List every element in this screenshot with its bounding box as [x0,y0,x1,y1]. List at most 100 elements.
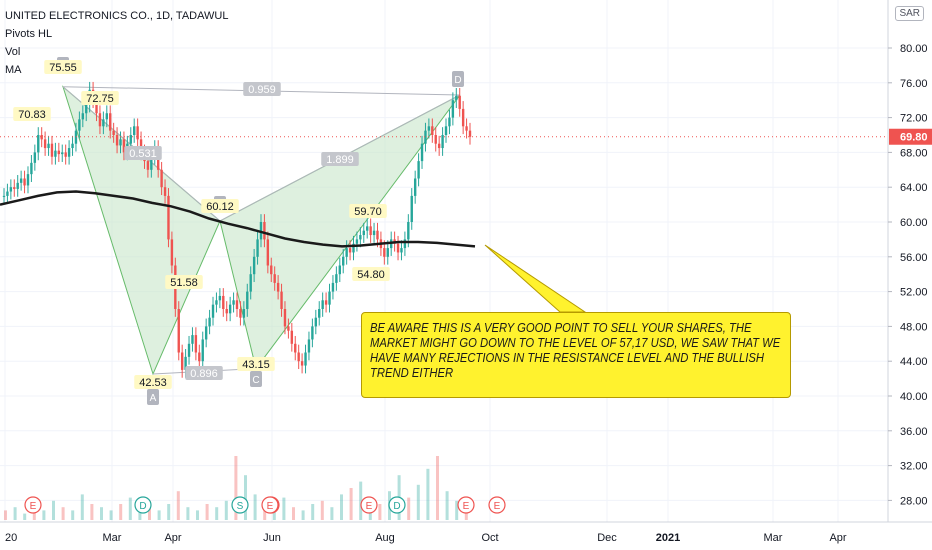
candle-body [376,230,379,240]
volume-bar [464,507,468,520]
candle-body [335,274,338,283]
candle-body [434,135,437,144]
candle-body [30,162,33,175]
volume-bar [205,504,209,520]
time-tick-label: Mar [764,532,783,544]
candle-body [160,169,163,188]
candle-body [215,300,218,305]
candle-body [400,248,403,253]
point-b-price-box [201,199,239,213]
candle-body [43,139,47,149]
candle-body [407,222,410,240]
time-tick-label: Aug [375,532,395,544]
candle-body [342,256,345,266]
candle-body [369,226,372,236]
volume-bar [301,510,305,520]
candle-body [9,187,13,192]
volume-bars [4,456,468,520]
pivot-label: 59.70 [354,206,382,218]
point-b-price: 60.12 [206,201,234,213]
volume-bar [455,500,459,520]
volume-bar [167,504,171,520]
price-tick-label: 48.00 [900,321,928,333]
candle-body [437,143,441,149]
price-tick-label: 28.00 [900,495,928,507]
candle-body [348,248,352,253]
volume-bar [253,494,257,520]
indicator-ma[interactable]: MA [5,64,22,76]
candle-body [232,300,235,305]
volume-bar [234,456,238,520]
pivot-label-box [352,267,390,281]
candle-body [331,282,335,292]
event-marker-label: D [393,501,400,512]
volume-bar [292,507,295,520]
pattern-labels: 0.5310.9590.8961.899X75.55A42.53B60.12C4… [13,57,587,405]
candle-body [204,326,208,340]
volume-bar [282,497,286,520]
candle-body [451,100,455,118]
point-a-letter: A [150,393,157,404]
event-marker-label: E [366,501,373,512]
candle-body [180,352,184,370]
indicator-pivots[interactable]: Pivots HL [5,28,53,40]
candle-body [420,143,424,162]
indicator-vol[interactable]: Vol [5,46,21,58]
candle-body [33,152,37,163]
candle-body [444,126,448,135]
ratio-ac-box [185,366,223,380]
candle-body [304,352,307,366]
price-scale[interactable]: 80.00 76.00 72.00 68.00 64.00 60.00 56.00 52.00… [0,0,932,522]
candle-body [386,248,389,257]
time-tick-label: Jun [263,532,281,544]
candle-body [311,326,314,340]
point-c-letter: C [252,375,259,386]
time-tick-label: Apr [829,532,846,544]
candle-body [102,119,105,127]
volume-bar [80,494,84,520]
volume-bar [196,510,199,520]
annotation-text: BE AWARE THIS IS A VERY GOOD POINT TO SE… [370,321,781,380]
price-tick-label: 68.00 [900,147,928,159]
event-marker-e [261,496,279,514]
candle-body [362,230,365,236]
candle-body [218,295,222,301]
event-marker-e [24,496,42,514]
candle-body [246,291,249,309]
candle-body [256,239,259,257]
price-tick-label: 80.00 [900,43,928,55]
candle-body [129,135,132,144]
candle-body [359,235,362,240]
time-tick-label: 20 [5,532,17,544]
candle-body [461,108,465,127]
annotation-callout[interactable]: BE AWARE THIS IS A VERY GOOD POINT TO SE… [361,312,791,398]
price-tick-label: 76.00 [900,78,928,90]
event-marker-label: E [267,501,274,512]
candle-body [81,113,85,120]
candle-body [338,265,341,275]
candle-body [372,230,376,236]
candle-body [67,148,71,157]
candle-body [184,356,187,370]
time-scale[interactable]: 20 Mar Apr Jun Aug Oct Dec 2021 Mar Apr [0,521,932,544]
candle-body [468,130,472,137]
currency-badge[interactable]: SAR [895,6,924,21]
ratio-xa-ab: 0.531 [129,148,157,160]
price-tick-label: 72.00 [900,113,928,125]
point-c-price-box [237,357,275,371]
volume-bar [349,488,353,520]
candle-body [136,126,139,140]
volume-bar [244,475,247,520]
event-marker-label: S [237,501,244,512]
candle-body [50,143,54,157]
candle-body [273,274,276,283]
candle-body [112,130,115,135]
candle-body [465,126,468,131]
event-marker-e [488,496,506,514]
candle-body [249,274,252,292]
candle-body [297,352,300,362]
candle-body [300,361,304,366]
ma-line [0,190,476,248]
event-marker-e [360,496,378,514]
